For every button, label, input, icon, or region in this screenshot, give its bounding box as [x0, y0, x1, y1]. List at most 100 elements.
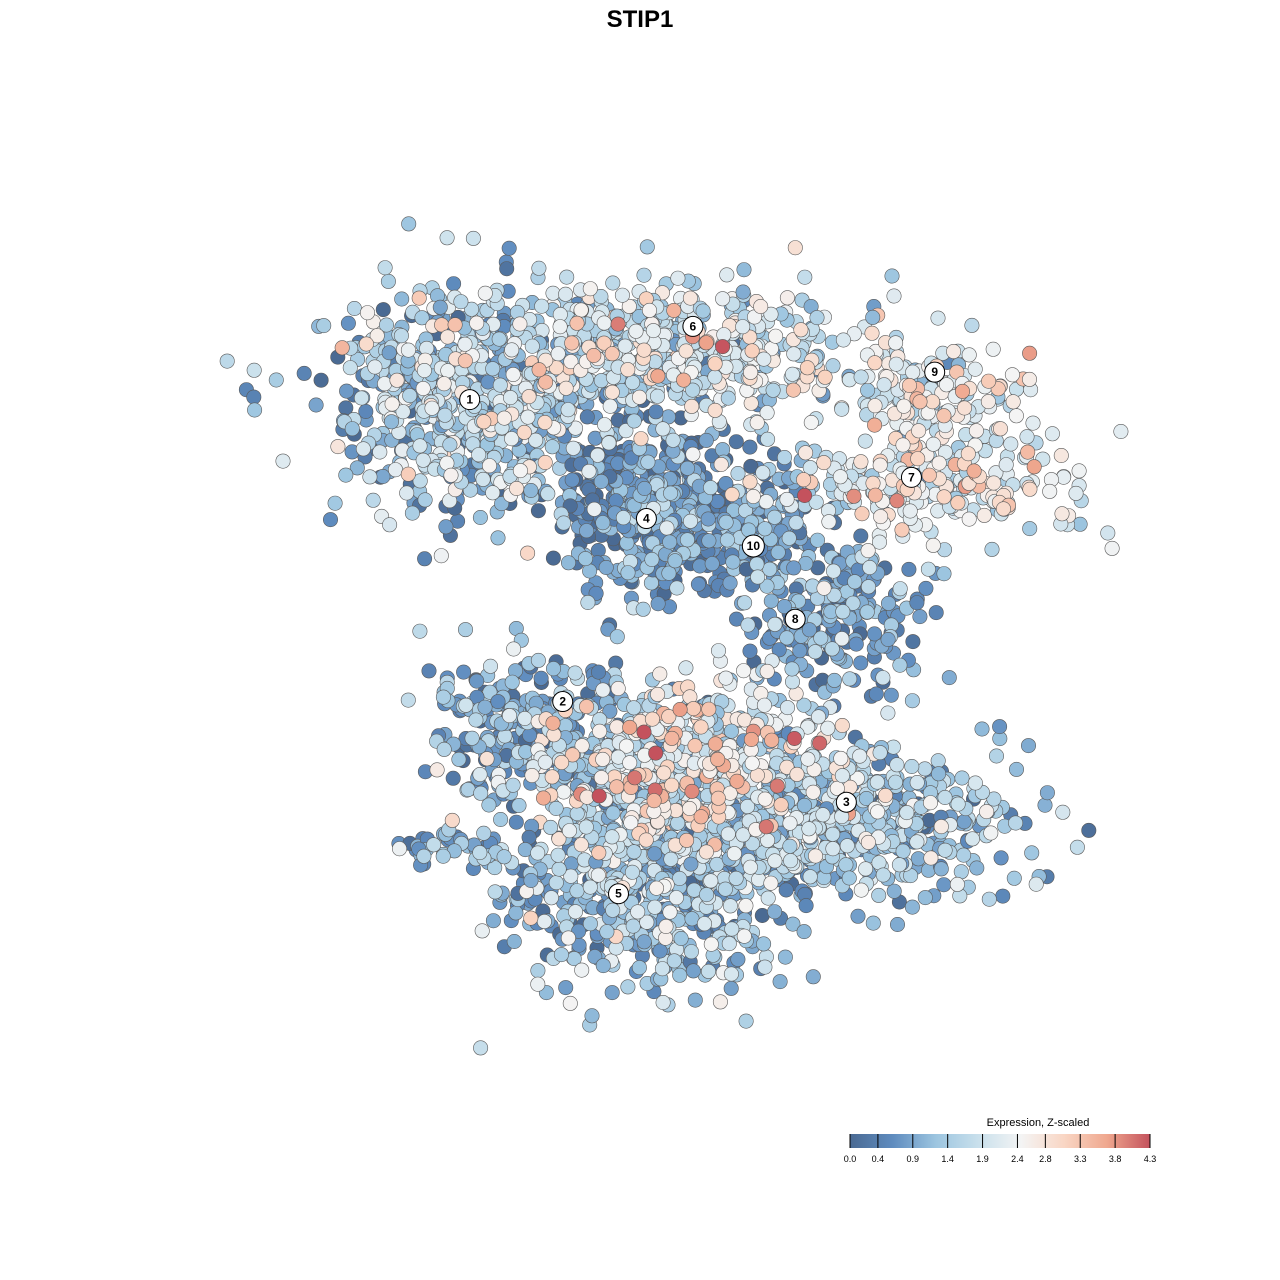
cell-point — [652, 666, 668, 682]
cell-point — [841, 870, 857, 886]
cell-point — [574, 962, 590, 978]
cell-point — [835, 332, 851, 348]
cell-point — [756, 936, 772, 952]
cell-point — [627, 770, 643, 786]
cell-point — [912, 394, 928, 410]
cell-point — [1025, 415, 1041, 431]
cell-point — [796, 924, 812, 940]
cell-point — [573, 302, 589, 318]
cell-point — [798, 445, 814, 461]
cell-point — [864, 325, 880, 341]
cell-point — [424, 400, 440, 416]
cell-point — [807, 644, 823, 660]
cluster-label-text: 7 — [908, 470, 915, 484]
cell-point — [678, 343, 694, 359]
cell-point — [1008, 761, 1024, 777]
cell-point — [724, 486, 740, 502]
cell-point — [834, 717, 850, 733]
cell-point — [873, 509, 889, 525]
cell-point — [850, 908, 866, 924]
cell-point — [530, 503, 546, 519]
cell-point — [712, 994, 728, 1010]
cell-point — [736, 663, 752, 679]
cell-point — [493, 811, 509, 827]
cell-point — [767, 509, 783, 525]
cell-point — [668, 890, 684, 906]
cell-point — [650, 368, 666, 384]
cell-point — [496, 410, 512, 426]
cell-point — [886, 288, 902, 304]
cell-point — [847, 574, 863, 590]
cell-point — [784, 674, 800, 690]
cell-point — [534, 298, 550, 314]
cell-point — [358, 336, 374, 352]
cell-point — [693, 809, 709, 825]
cell-point — [469, 673, 485, 689]
cell-point — [930, 753, 946, 769]
cell-point — [698, 335, 714, 351]
cell-point — [781, 530, 797, 546]
cell-point — [586, 501, 602, 517]
cell-point — [815, 807, 831, 823]
cell-point — [665, 432, 681, 448]
cell-point — [888, 335, 904, 351]
cell-point — [638, 832, 654, 848]
cell-point — [609, 629, 625, 645]
cell-point — [867, 487, 883, 503]
cell-point — [701, 533, 717, 549]
cell-point — [322, 512, 338, 528]
cell-point — [530, 652, 546, 668]
legend-color-bar — [850, 1134, 1150, 1148]
cell-point — [684, 398, 700, 414]
cell-point — [1054, 506, 1070, 522]
cell-point — [757, 791, 773, 807]
cell-point — [782, 815, 798, 831]
cell-point — [593, 473, 609, 489]
cell-point — [605, 902, 621, 918]
cell-point — [710, 751, 726, 767]
cell-point — [707, 356, 723, 372]
cell-point — [473, 1040, 489, 1056]
cell-point — [656, 765, 672, 781]
cell-point — [432, 299, 448, 315]
cell-point — [853, 528, 869, 544]
cluster-label-8: 8 — [784, 608, 806, 630]
cell-point — [937, 789, 953, 805]
cell-point — [809, 310, 825, 326]
cell-point — [683, 856, 699, 872]
cell-point — [247, 402, 263, 418]
cell-point — [334, 340, 350, 356]
cell-point — [755, 465, 771, 481]
cell-point — [803, 414, 819, 430]
cell-point — [544, 439, 560, 455]
cell-point — [316, 318, 332, 334]
cell-point — [813, 630, 829, 646]
cell-point — [821, 514, 837, 530]
cell-point — [679, 832, 695, 848]
cell-point — [956, 400, 972, 416]
cell-point — [504, 431, 520, 447]
cell-point — [595, 515, 611, 531]
cell-point — [883, 687, 899, 703]
cell-point — [523, 872, 539, 888]
cell-point — [859, 604, 875, 620]
cell-point — [812, 735, 828, 751]
cell-point — [610, 680, 626, 696]
cluster-label-5: 5 — [608, 883, 629, 905]
cell-point — [937, 842, 953, 858]
cell-point — [327, 495, 343, 511]
cell-point — [730, 951, 746, 967]
cell-point — [767, 853, 783, 869]
cell-point — [787, 240, 803, 256]
cell-point — [798, 898, 814, 914]
cell-point — [531, 362, 547, 378]
cell-point — [472, 845, 488, 861]
cell-point — [551, 861, 567, 877]
cell-point — [793, 322, 809, 338]
cell-point — [699, 887, 715, 903]
cell-point — [1021, 371, 1037, 387]
cell-point — [961, 511, 977, 527]
cell-point — [678, 660, 694, 676]
cell-point — [437, 407, 453, 423]
cell-point — [377, 260, 393, 276]
